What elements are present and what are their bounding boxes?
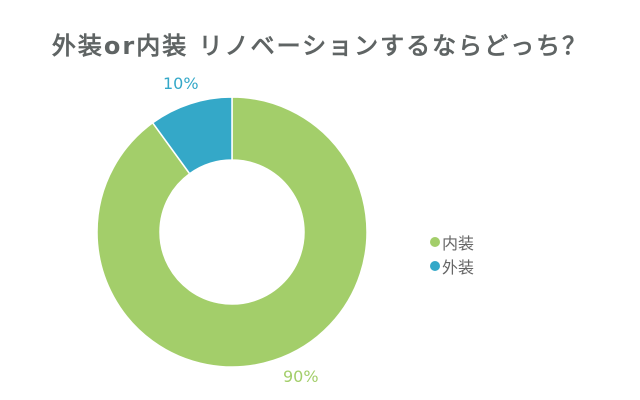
legend-dot-icon <box>430 237 440 247</box>
legend-label: 内装 <box>442 234 475 253</box>
slice-gaisou[interactable] <box>151 96 233 175</box>
legend-item-naisou[interactable]: 内装 <box>430 230 474 254</box>
data-label-naisou: 90% <box>283 367 319 386</box>
data-label-gaisou: 10% <box>163 74 199 93</box>
chart-title: 外装or内装 リノベーションするならどっち？ <box>51 32 589 60</box>
legend-dot-icon <box>430 261 440 271</box>
legend-item-gaisou[interactable]: 外装 <box>430 254 474 278</box>
legend: 内装 外装 <box>430 230 474 278</box>
slice-naisou[interactable] <box>96 96 368 368</box>
legend-label: 外装 <box>442 258 475 277</box>
